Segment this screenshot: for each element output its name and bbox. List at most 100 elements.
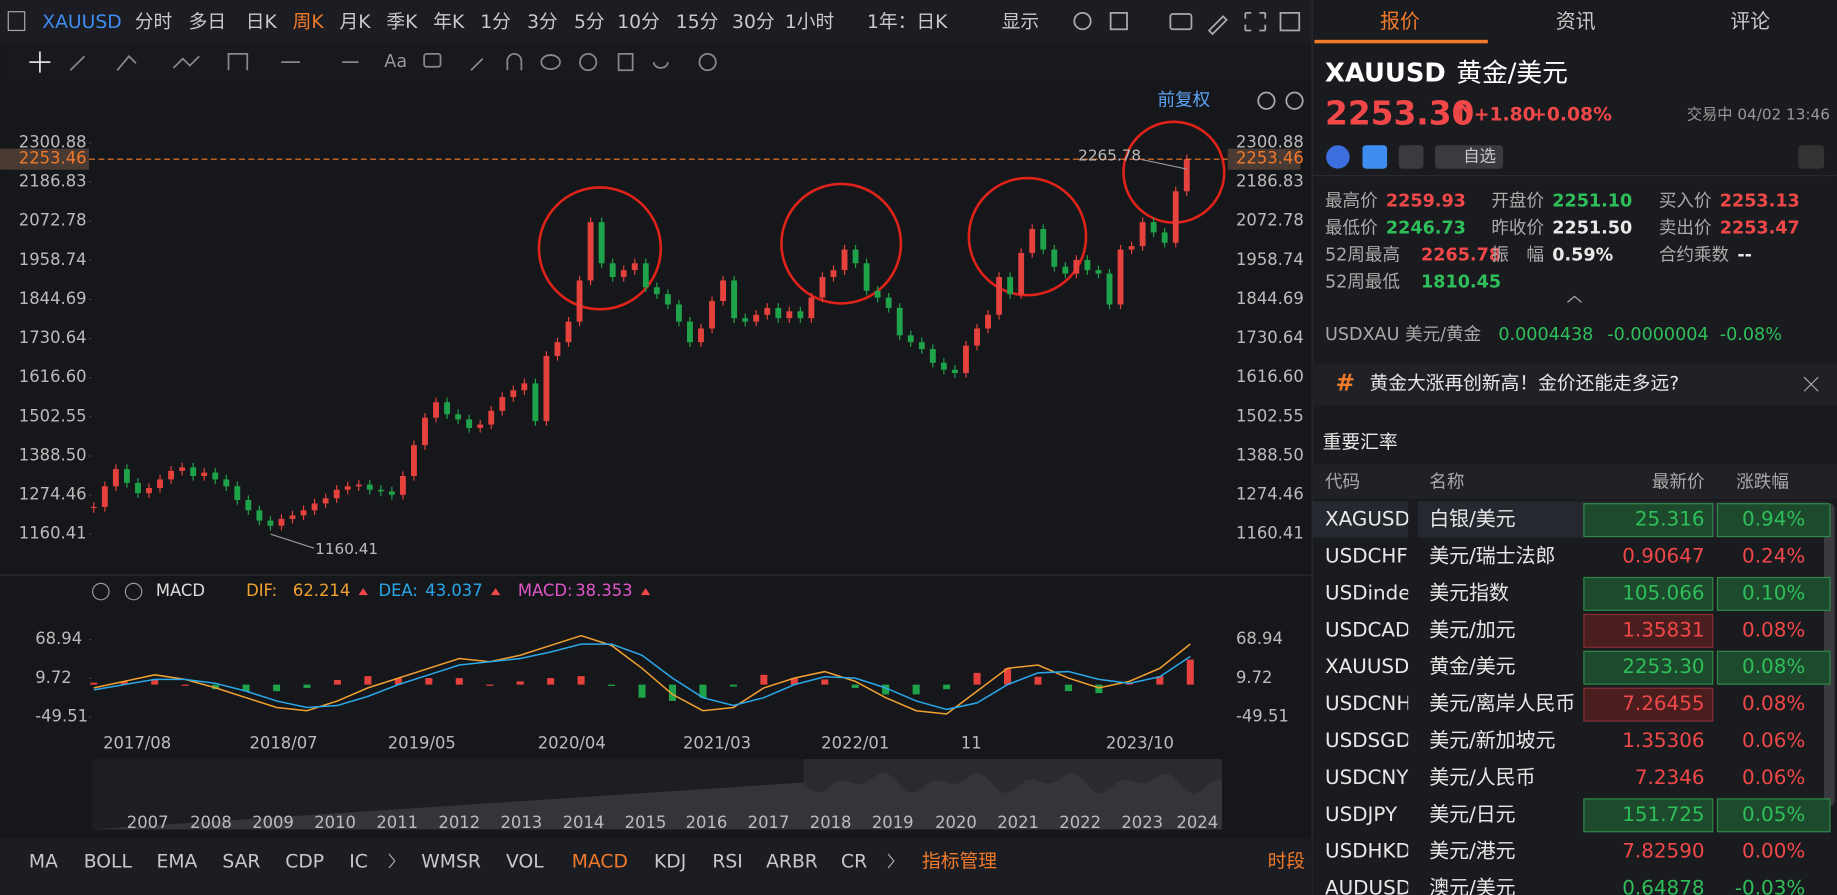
candle [764, 307, 771, 315]
close-icon[interactable] [1803, 376, 1819, 392]
rate-code[interactable]: USDCNY [1325, 766, 1409, 789]
rate-code[interactable]: USDSGD [1325, 729, 1411, 752]
tab[interactable]: 报价 [1380, 10, 1420, 33]
candle [698, 328, 704, 343]
macd-bar [790, 678, 798, 685]
period-tab[interactable]: 年K [433, 12, 465, 33]
x-tick-label: 11 [961, 733, 982, 752]
table-header[interactable]: 名称 [1429, 473, 1464, 493]
indicator-tab[interactable]: EMA [157, 852, 198, 873]
period-tab[interactable]: 15分 [676, 12, 719, 33]
period-tab[interactable]: 分时 [135, 12, 173, 33]
table-header[interactable]: 最新价 [1652, 473, 1705, 493]
watch-label[interactable]: 自选 [1463, 146, 1496, 165]
news-headline[interactable]: 黄金大涨再创新高！金价还能走多远? [1370, 374, 1680, 395]
rate-code[interactable]: USDCNH [1325, 692, 1411, 715]
indicator-tab[interactable]: RSI [712, 852, 742, 873]
tab[interactable]: 资讯 [1556, 10, 1596, 33]
period-tab[interactable]: 10分 [617, 12, 660, 33]
stat-label: 最高价 [1325, 191, 1378, 211]
rate-code[interactable]: AUDUSD [1325, 877, 1411, 895]
display-menu[interactable]: 显示 [1002, 12, 1039, 33]
indicator-tab[interactable]: VOL [506, 852, 544, 873]
indicator-tab[interactable]: IC [349, 852, 368, 873]
macd-bar [181, 684, 189, 686]
indicator-tab[interactable]: SAR [222, 852, 260, 873]
menu-icon[interactable] [7, 11, 26, 32]
collapse-icon[interactable] [1567, 295, 1582, 303]
quote-name: 黄金/美元 [1456, 58, 1568, 88]
rate-code[interactable]: XAGUSD [1325, 508, 1410, 531]
text-tool[interactable]: Aa [384, 52, 407, 72]
period-tab[interactable]: 多日 [189, 12, 226, 33]
y-tick-label: 1502.55 [1236, 406, 1304, 425]
period-tab[interactable]: 30分 [732, 12, 775, 33]
tab[interactable]: 评论 [1730, 10, 1770, 33]
indicator-tab[interactable]: WMSR [421, 852, 481, 873]
indicator-tab[interactable]: MA [29, 852, 58, 873]
inverse-price: 0.0004438 [1498, 325, 1593, 345]
indicator-tab[interactable]: BOLL [84, 852, 133, 873]
zoom-in[interactable] [1285, 91, 1304, 110]
indicator-manage[interactable]: 指标管理 [922, 852, 997, 873]
rate-code[interactable]: XAUUSD [1325, 655, 1409, 678]
rate-code[interactable]: USDCHF [1325, 545, 1408, 568]
news-bg[interactable] [1312, 363, 1837, 406]
indicator-tab[interactable]: MACD [572, 852, 628, 873]
candle [201, 472, 208, 477]
layout-icon[interactable] [1109, 12, 1128, 31]
macd-bar [242, 684, 250, 692]
period-tab[interactable]: 日K [246, 12, 278, 33]
rate-code[interactable]: USDinde [1325, 581, 1411, 604]
indicator-tab[interactable]: KDJ [654, 852, 686, 873]
macd-title[interactable]: MACD [156, 581, 205, 600]
zoom-out[interactable] [1257, 91, 1276, 110]
y-tick-label: 2186.83 [1236, 172, 1304, 191]
rate-code[interactable]: USDHKD [1325, 840, 1411, 863]
candle [620, 270, 627, 278]
stat-label: 52周最低 [1325, 272, 1400, 292]
rate-code[interactable]: USDJPY [1325, 803, 1398, 826]
comment-icon[interactable] [423, 53, 442, 68]
session-button[interactable]: 时段 [1268, 852, 1305, 873]
tool-icons[interactable] [69, 53, 249, 71]
legend-arrow [358, 588, 368, 596]
rate-code[interactable]: USDCAD [1325, 618, 1410, 641]
indicator-tab[interactable]: CR [841, 852, 867, 873]
period-tab[interactable]: 季K [386, 12, 418, 33]
macd-bar [212, 684, 220, 690]
indicator-tab[interactable]: CDP [285, 852, 324, 873]
period-tab[interactable]: 周K [293, 12, 325, 33]
tool-icons-2[interactable] [281, 53, 717, 72]
table-header[interactable]: 代码 [1325, 473, 1360, 493]
panel-icon[interactable] [1279, 12, 1301, 32]
macd-bar [943, 684, 951, 690]
fullscreen-icon[interactable] [1244, 12, 1267, 32]
table-header[interactable]: 涨跌幅 [1736, 473, 1789, 493]
adjust-mode[interactable]: 前复权 [1158, 91, 1211, 111]
y-tick-label: 1730.64 [1236, 328, 1304, 347]
period-tab[interactable]: 5分 [574, 12, 605, 33]
pen-icon[interactable] [1207, 15, 1228, 36]
last-price-tag [1227, 148, 1301, 170]
move-icon[interactable] [29, 51, 51, 73]
watch-button[interactable] [1435, 145, 1504, 169]
macd-close[interactable] [124, 582, 143, 601]
high-label: 2265.78 [1078, 147, 1141, 165]
period-tab[interactable]: 月K [340, 12, 372, 33]
candle [123, 469, 130, 483]
symbol[interactable]: XAUUSD [42, 12, 121, 33]
period-tab[interactable]: 1分 [480, 12, 511, 33]
indicator-tab[interactable]: ARBR [766, 852, 818, 873]
camera-icon[interactable] [1169, 13, 1193, 31]
rate-change: 0.10% [1742, 581, 1805, 604]
alert-icon[interactable] [1798, 145, 1825, 169]
period-tab[interactable]: 1小时 [785, 12, 835, 33]
macd-settings[interactable] [92, 582, 110, 601]
period-tab[interactable]: 3分 [527, 12, 558, 33]
stat-label: 52周最高 [1325, 245, 1400, 265]
macd-bar [547, 678, 555, 685]
macd-bar [455, 678, 463, 685]
range-select[interactable]: 1年：日K [867, 12, 948, 33]
settings-icon[interactable] [1073, 12, 1092, 31]
